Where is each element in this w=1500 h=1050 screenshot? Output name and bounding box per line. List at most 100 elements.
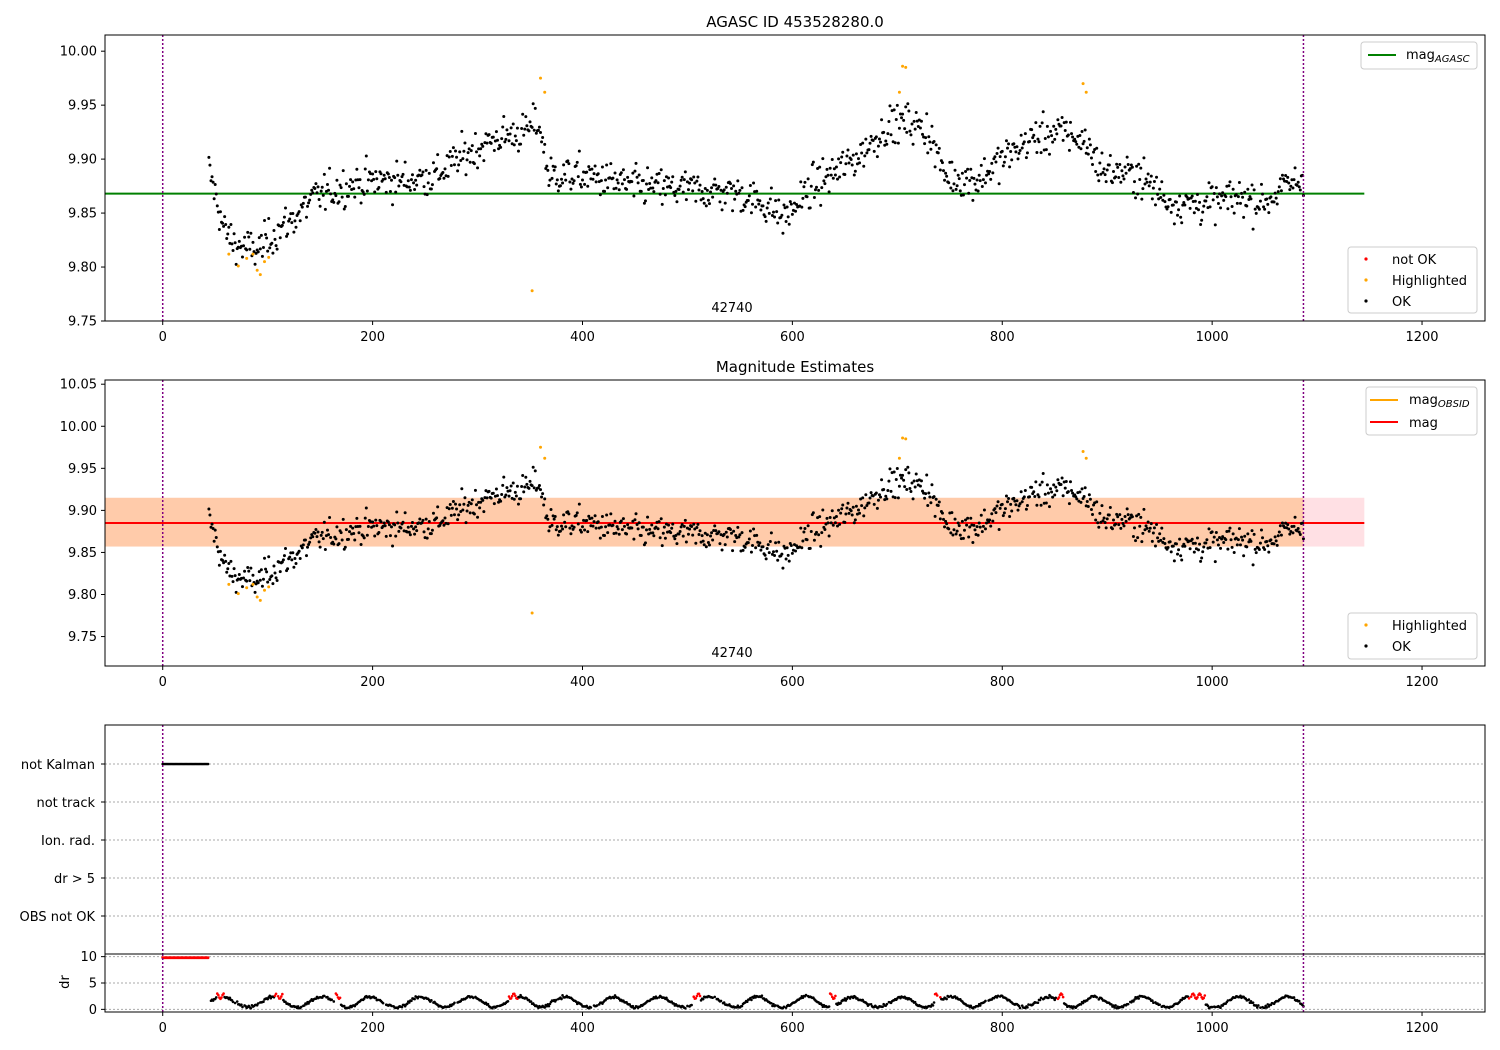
ok-point <box>846 148 850 152</box>
ok-point <box>1116 515 1120 519</box>
ok-point <box>297 549 301 553</box>
ok-point <box>553 165 557 169</box>
ok-point <box>924 492 928 496</box>
panel1-xtick-label: 600 <box>780 330 805 345</box>
ok-point <box>832 167 836 171</box>
panel4-xtick-label: 200 <box>360 1021 385 1036</box>
dr-not-ok-point <box>338 996 342 1000</box>
ok-point <box>531 102 535 106</box>
ok-point <box>558 529 562 533</box>
ok-point <box>1019 133 1023 137</box>
ok-point <box>766 201 770 205</box>
dr-ok-point <box>560 997 563 1001</box>
ok-point <box>705 188 709 192</box>
ok-point <box>539 130 543 134</box>
ok-point <box>530 125 534 129</box>
ok-point <box>391 544 395 548</box>
legend-ok-middle: OK <box>1392 640 1411 655</box>
ok-point <box>1056 478 1060 482</box>
ok-point <box>225 237 229 241</box>
ok-point <box>765 547 769 551</box>
ok-point <box>1014 150 1018 154</box>
ok-point <box>769 531 773 535</box>
ok-point <box>1258 199 1262 203</box>
ok-point <box>1250 183 1254 187</box>
ok-point <box>815 530 819 534</box>
ok-point <box>349 178 353 182</box>
ok-point <box>1081 142 1085 146</box>
ok-point <box>936 504 940 508</box>
panel-flags <box>101 724 1486 955</box>
ok-point <box>1139 166 1143 170</box>
ok-point <box>509 484 513 488</box>
ok-point <box>787 222 791 226</box>
ok-point <box>994 160 998 164</box>
ok-point <box>1236 195 1240 199</box>
ok-point <box>555 525 559 529</box>
ok-point <box>1064 120 1068 124</box>
ok-point <box>550 176 554 180</box>
ok-point <box>1212 535 1216 539</box>
ok-point <box>821 157 825 161</box>
ok-point <box>811 160 815 164</box>
dr-ok-point <box>820 1003 824 1006</box>
ok-point <box>785 205 789 209</box>
ok-point <box>307 201 311 205</box>
ok-point <box>234 262 238 266</box>
ok-point <box>702 201 706 205</box>
ok-point <box>755 533 759 537</box>
ok-point <box>366 178 370 182</box>
ok-point <box>725 535 729 539</box>
ok-point <box>272 564 276 568</box>
ok-point <box>1097 179 1101 183</box>
legend-not-ok: not OK <box>1392 253 1437 268</box>
ok-point <box>513 134 517 138</box>
ok-point <box>1025 504 1029 508</box>
ok-point <box>611 523 615 527</box>
ok-point <box>213 183 217 187</box>
ok-point <box>621 517 625 521</box>
ok-point <box>358 524 362 528</box>
ok-point <box>1162 537 1166 541</box>
dr-ok-point <box>711 996 714 1000</box>
ok-point <box>903 485 907 489</box>
ok-point <box>554 528 558 532</box>
ok-point <box>1116 165 1120 169</box>
ok-point <box>820 186 824 190</box>
ok-point <box>648 527 652 531</box>
ok-point <box>1122 177 1126 181</box>
ok-point <box>1095 146 1099 150</box>
ok-point <box>636 527 640 531</box>
ok-point <box>1108 506 1112 510</box>
ok-point <box>817 188 821 192</box>
ok-point <box>1204 199 1208 203</box>
ok-point <box>409 524 413 528</box>
ok-point <box>987 172 991 176</box>
ok-point <box>1089 508 1093 512</box>
ok-point <box>403 160 407 164</box>
ok-point <box>525 124 529 128</box>
ok-point <box>338 183 342 187</box>
ok-point <box>460 129 464 133</box>
ok-point <box>562 513 566 517</box>
ok-point <box>1146 172 1150 176</box>
ok-point <box>944 519 948 523</box>
ok-point <box>839 161 843 165</box>
ok-point <box>1086 505 1090 509</box>
ok-point <box>1182 201 1186 205</box>
dr-ok-point <box>1026 1006 1029 1009</box>
ok-point <box>906 102 910 106</box>
ok-point <box>1267 550 1271 554</box>
ok-point <box>885 142 889 146</box>
ok-point <box>641 179 645 183</box>
ok-point <box>362 192 366 196</box>
ok-point <box>586 184 590 188</box>
ok-point <box>1115 512 1119 516</box>
ok-point <box>382 521 386 525</box>
ok-point <box>695 179 699 183</box>
ok-point <box>809 184 813 188</box>
ok-point <box>658 536 662 540</box>
ok-point <box>886 132 890 136</box>
ok-point <box>1014 503 1018 507</box>
